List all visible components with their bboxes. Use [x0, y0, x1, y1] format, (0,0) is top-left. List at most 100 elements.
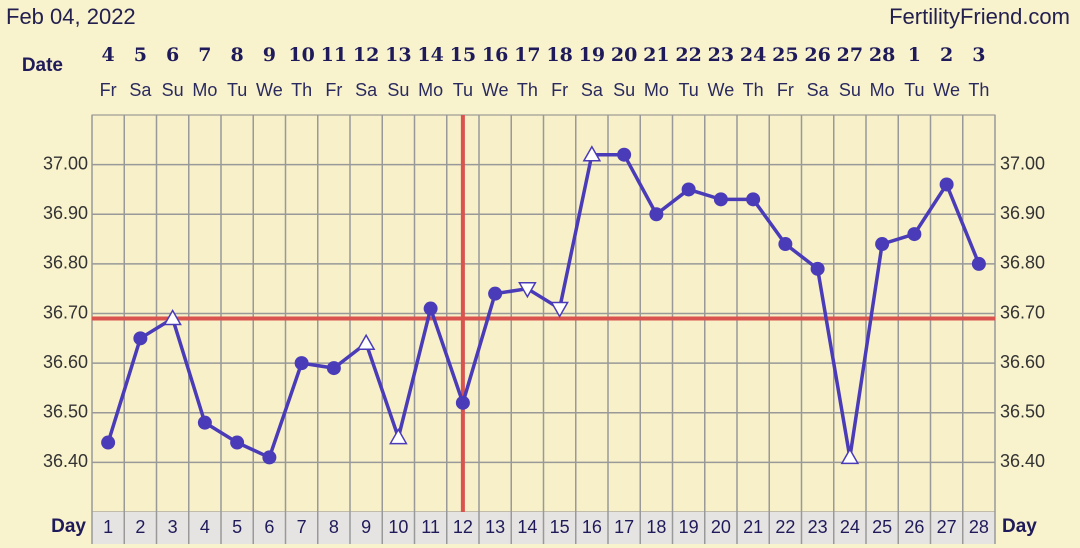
date-number: 13: [385, 44, 411, 66]
y-tick-label: 36.40: [43, 451, 88, 471]
weekday: We: [256, 80, 283, 100]
day-label-right: Day: [1002, 516, 1037, 537]
date-number: 3: [972, 44, 985, 66]
weekday: Sa: [355, 80, 378, 100]
y-tick-label-right: 36.70: [1000, 302, 1045, 322]
day-number: 11: [421, 517, 440, 537]
temperature-point-open: [163, 308, 182, 326]
temperature-point: [326, 361, 341, 376]
date-number: 4: [102, 44, 115, 66]
y-tick-label: 36.90: [43, 203, 88, 223]
date-number: 7: [198, 44, 211, 66]
y-tick-label-right: 36.80: [1000, 253, 1045, 273]
day-number: 8: [329, 517, 339, 537]
date-number: 24: [740, 44, 766, 66]
weekday: We: [708, 80, 735, 100]
date-number: 26: [804, 44, 830, 66]
temperature-point-open: [389, 428, 408, 445]
date-number: 23: [708, 44, 734, 66]
temperature-point: [971, 256, 986, 271]
weekday: Tu: [904, 80, 924, 100]
date-number: 5: [134, 44, 147, 66]
day-number: 24: [840, 517, 860, 537]
weekday: Fr: [100, 80, 117, 100]
temperature-point: [262, 450, 277, 465]
y-tick-label: 37.00: [43, 153, 88, 173]
temperature-point: [875, 237, 890, 252]
day-number: 26: [904, 517, 924, 537]
day-number: 15: [550, 517, 570, 537]
date-number: 14: [417, 44, 443, 66]
site-name[interactable]: FertilityFriend.com: [889, 4, 1070, 29]
weekday: Th: [291, 80, 312, 100]
temperature-point-open: [518, 281, 537, 299]
weekday: We: [482, 80, 509, 100]
temperature-point: [649, 207, 664, 222]
day-number: 22: [775, 517, 795, 537]
temperature-point: [746, 192, 761, 207]
day-number: 10: [388, 517, 408, 537]
temperature-point: [617, 147, 632, 162]
date-number: 9: [263, 44, 276, 66]
day-number: 13: [485, 517, 505, 537]
day-number: 7: [297, 517, 307, 537]
temperature-point: [681, 182, 696, 197]
weekday: Fr: [325, 80, 342, 100]
date-number: 16: [482, 44, 508, 66]
day-number: 9: [361, 517, 371, 537]
weekday: Fr: [777, 80, 794, 100]
date-number: 22: [675, 44, 701, 66]
date-number: 19: [579, 44, 605, 66]
temperature-line: [106, 152, 981, 460]
date-number: 28: [869, 44, 895, 66]
temperature-point: [423, 301, 438, 316]
weekday: Mo: [418, 80, 443, 100]
date-number: 27: [837, 44, 863, 66]
weekday: Su: [839, 80, 861, 100]
weekday: Tu: [227, 80, 247, 100]
day-number: 19: [679, 517, 699, 537]
date-number: 1: [908, 44, 921, 66]
temperature-point: [778, 237, 793, 252]
date-number: 12: [353, 44, 379, 66]
weekday: Th: [517, 80, 538, 100]
temperature-point-open: [356, 333, 376, 351]
day-number: 2: [135, 517, 145, 537]
day-number: 27: [937, 517, 957, 537]
weekday: Tu: [453, 80, 473, 100]
day-number: 25: [872, 517, 892, 537]
day-number: 21: [743, 517, 763, 537]
temperature-point: [230, 435, 245, 450]
date-number: 21: [643, 44, 669, 66]
day-label-left: Day: [51, 516, 86, 537]
day-number: 4: [200, 517, 210, 537]
temperature-point-open: [840, 447, 860, 465]
temperature-point: [939, 177, 954, 192]
weekday: Su: [387, 80, 409, 100]
day-number: 18: [646, 517, 666, 537]
date-number: 6: [166, 44, 179, 66]
weekday: Mo: [644, 80, 669, 100]
temperature-point: [133, 331, 148, 346]
day-number: 14: [517, 517, 537, 537]
day-number: 28: [969, 517, 989, 537]
weekday: Sa: [807, 80, 830, 100]
day-number: 6: [264, 517, 274, 537]
y-tick-label-right: 36.90: [1000, 203, 1045, 223]
temperature-point-open: [550, 301, 569, 319]
weekday: Th: [968, 80, 989, 100]
day-number: 20: [711, 517, 731, 537]
date-number: 2: [940, 44, 953, 66]
y-tick-label: 36.60: [43, 352, 88, 372]
y-tick-label: 36.80: [43, 253, 88, 273]
day-number: 12: [453, 517, 473, 537]
day-number: 17: [614, 517, 634, 537]
temperature-point: [294, 356, 309, 371]
weekday: Su: [162, 80, 184, 100]
chart-date: Feb 04, 2022: [6, 4, 136, 29]
weekday: We: [933, 80, 960, 100]
date-number: 17: [514, 44, 540, 66]
date-number: 25: [772, 44, 798, 66]
date-number: 15: [450, 44, 476, 66]
y-tick-label: 36.70: [43, 302, 88, 322]
